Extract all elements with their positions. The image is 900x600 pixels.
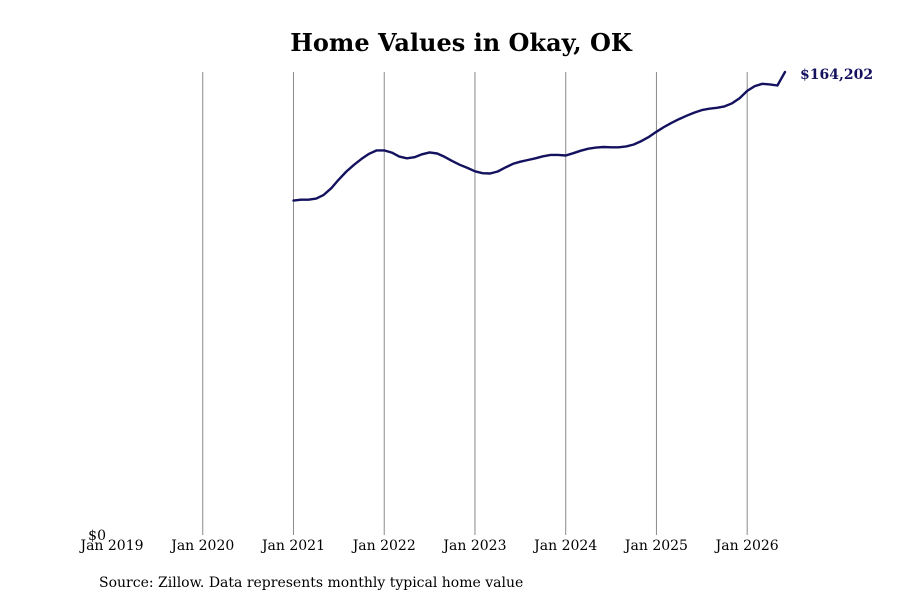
x-tick-label: Jan 2022 bbox=[351, 538, 416, 554]
y-tick-label: $0 bbox=[88, 528, 106, 544]
x-axis-ticks: Jan 2019 Jan 2020 Jan 2021 Jan 2022 Jan 2023… bbox=[78, 538, 778, 554]
source-note: Source: Zillow. Data represents monthly … bbox=[99, 575, 523, 591]
x-tick-label: Jan 2025 bbox=[623, 538, 688, 554]
x-tick-label: Jan 2021 bbox=[260, 538, 325, 554]
gridlines bbox=[202, 72, 748, 535]
x-tick-label: Jan 2019 bbox=[78, 538, 143, 554]
series-line bbox=[292, 70, 787, 202]
chart-title: Home Values in Okay, OK bbox=[290, 28, 633, 57]
x-tick-label: Jan 2023 bbox=[441, 538, 506, 554]
x-tick-label: Jan 2026 bbox=[714, 538, 779, 554]
x-tick-label: Jan 2020 bbox=[169, 538, 234, 554]
x-tick-label: Jan 2024 bbox=[532, 538, 597, 554]
end-value-label: $164,202 bbox=[800, 67, 873, 83]
